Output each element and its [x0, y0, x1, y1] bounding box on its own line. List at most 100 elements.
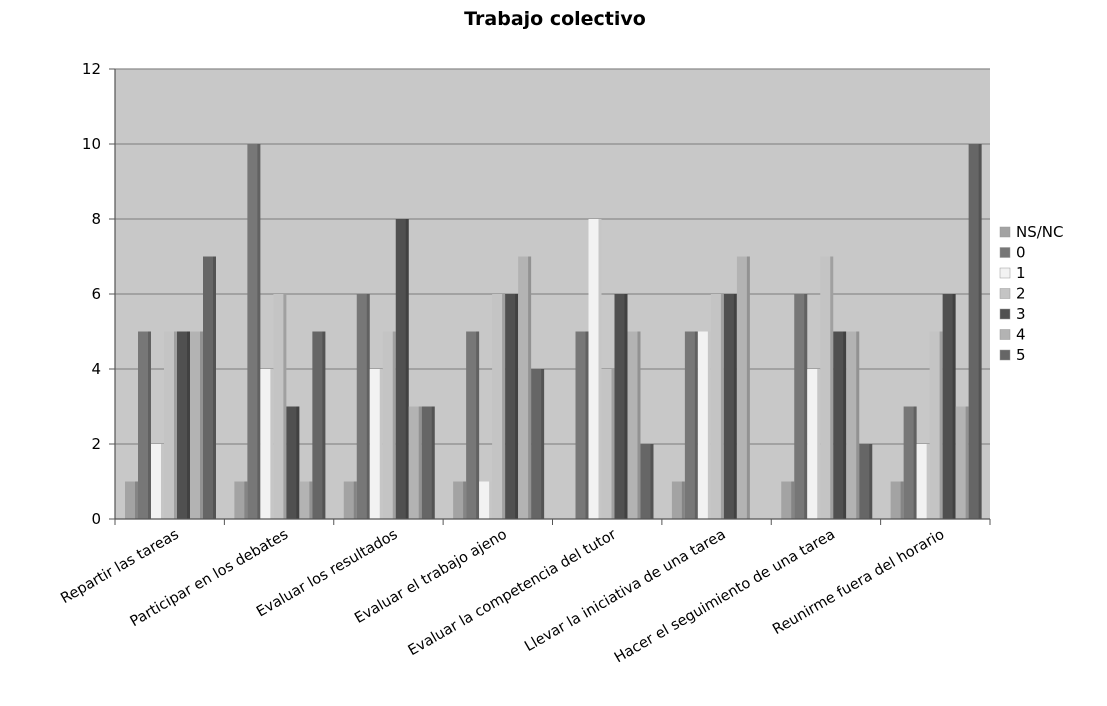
bar-0-cat-2 — [356, 294, 370, 519]
bar-shade — [650, 444, 654, 519]
bar-0-cat-4 — [575, 331, 589, 519]
y-tick-label: 0 — [91, 510, 101, 528]
y-tick-label: 12 — [82, 60, 101, 78]
bar-2-cat-0 — [164, 331, 177, 519]
bar-1-cat-6 — [807, 369, 821, 519]
legend-swatch — [999, 308, 1011, 320]
bar-shade — [431, 406, 435, 519]
bar-3-cat-3 — [505, 294, 519, 519]
bar-5-cat-4 — [640, 444, 654, 519]
bar-nsnc-cat-5 — [671, 481, 685, 519]
bar-4-cat-7 — [955, 406, 969, 519]
bar-0-cat-6 — [794, 294, 808, 519]
chart-title: Trabajo colectivo — [464, 8, 646, 30]
bar-nsnc-cat-3 — [453, 481, 467, 519]
bar-shade — [856, 331, 860, 519]
bar-4-cat-0 — [190, 331, 203, 519]
axes — [114, 69, 991, 525]
bar-shade — [489, 481, 493, 519]
bar-4-cat-4 — [627, 331, 641, 519]
bar-3-cat-7 — [942, 294, 956, 519]
bar-shade — [598, 219, 602, 519]
bar-shade — [746, 256, 750, 519]
bar-2-cat-6 — [820, 256, 834, 519]
bar-shade — [200, 331, 203, 519]
bar-shade — [257, 144, 261, 519]
bar-shade — [585, 331, 589, 519]
bar-0-cat-7 — [903, 406, 917, 519]
legend-swatch — [999, 226, 1011, 238]
bar-shade — [502, 294, 506, 519]
bar-shade — [309, 481, 313, 519]
bar-nsnc-cat-1 — [234, 481, 248, 519]
legend-label: 1 — [1016, 264, 1026, 282]
bar-shade — [694, 331, 698, 519]
bar-shade — [707, 331, 711, 519]
legend-label: 2 — [1016, 285, 1026, 303]
bar-2-cat-4 — [601, 369, 615, 519]
bar-shade — [366, 294, 370, 519]
bar-0-cat-5 — [684, 331, 698, 519]
bar-shade — [322, 331, 326, 519]
bar-5-cat-0 — [203, 256, 216, 519]
y-tick-label: 8 — [91, 210, 101, 228]
bar-shade — [379, 369, 383, 519]
bar-shade — [733, 294, 737, 519]
bar-shade — [296, 406, 300, 519]
bar-0-cat-0 — [138, 331, 151, 519]
bar-1-cat-0 — [151, 444, 164, 519]
bar-shade — [611, 369, 615, 519]
bar-shade — [283, 294, 287, 519]
legend-swatch — [999, 329, 1011, 340]
bar-3-cat-6 — [833, 331, 847, 519]
bar-shade — [244, 481, 248, 519]
bar-2-cat-2 — [382, 331, 396, 519]
bar-shade — [913, 406, 917, 519]
bar-nsnc-cat-6 — [781, 481, 795, 519]
y-tick-label: 4 — [91, 360, 101, 378]
bar-shade — [174, 331, 177, 519]
bar-shade — [817, 369, 821, 519]
bar-0-cat-1 — [247, 144, 261, 519]
bar-shade — [463, 481, 467, 519]
legend-swatch — [999, 349, 1011, 361]
bar-5-cat-7 — [968, 144, 982, 519]
bar-shade — [720, 294, 724, 519]
bar-shade — [830, 256, 834, 519]
bar-5-cat-6 — [859, 444, 873, 519]
y-tick-labels: 0 2 4 6 8 10 12 — [82, 60, 101, 528]
category-label: Evaluar la competencia del tutor — [406, 527, 620, 660]
y-tick-label: 2 — [91, 435, 101, 453]
bar-1-cat-4 — [588, 219, 602, 519]
bar-2-cat-5 — [710, 294, 724, 519]
bar-3-cat-0 — [177, 331, 190, 519]
bar-shade — [978, 144, 982, 519]
bar-4-cat-3 — [518, 256, 532, 519]
bar-1-cat-3 — [479, 481, 493, 519]
bar-shade — [791, 481, 795, 519]
legend-label: 5 — [1016, 346, 1026, 364]
bar-4-cat-5 — [736, 256, 750, 519]
bar-nsnc-cat-0 — [125, 481, 138, 519]
bar-2-cat-7 — [929, 331, 943, 519]
legend-swatch — [999, 288, 1011, 299]
bar-shade — [353, 481, 357, 519]
legend-label: 0 — [1016, 244, 1026, 262]
bar-shade — [952, 294, 956, 519]
bar-3-cat-5 — [723, 294, 737, 519]
bar-shade — [135, 481, 138, 519]
bar-3-cat-1 — [286, 406, 300, 519]
bar-1-cat-2 — [369, 369, 383, 519]
bar-5-cat-1 — [312, 331, 326, 519]
bar-4-cat-2 — [408, 406, 422, 519]
bar-4-cat-1 — [299, 481, 313, 519]
category-label: Hacer el seguimiento de una tarea — [612, 527, 838, 667]
bar-shade — [541, 369, 545, 519]
bars — [125, 144, 982, 519]
bar-shade — [476, 331, 480, 519]
bar-5-cat-2 — [421, 406, 435, 519]
bar-4-cat-6 — [846, 331, 860, 519]
bar-1-cat-7 — [916, 444, 930, 519]
category-label: Reunirme fuera del horario — [770, 527, 947, 639]
